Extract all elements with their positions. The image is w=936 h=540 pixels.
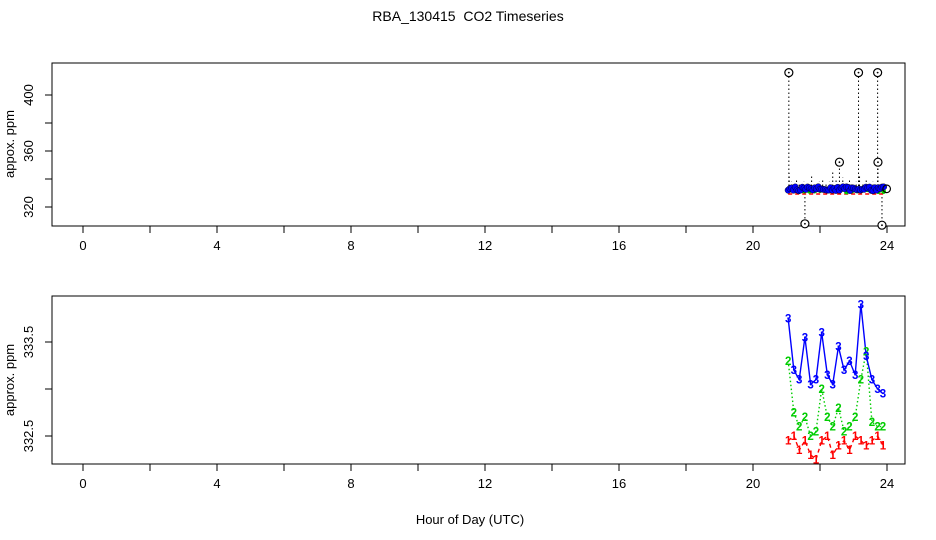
series-3-point-label: 3 <box>852 370 858 382</box>
series-2-point-label: 2 <box>785 356 791 368</box>
y-tick-label: 320 <box>21 196 36 218</box>
series-1-point-label: 1 <box>852 431 859 443</box>
x-axis-title: Hour of Day (UTC) <box>416 512 524 527</box>
y-tick-label: 400 <box>21 84 36 106</box>
series-3-point-label: 3 <box>785 314 791 326</box>
bottom-y-axis-title: approx. ppm <box>2 344 17 416</box>
series-1-point-label: 1 <box>785 436 792 448</box>
x-tick-label: 24 <box>880 238 894 253</box>
series-2-point-label: 2 <box>874 422 880 434</box>
series-3-point-label: 3 <box>818 328 824 340</box>
series-1-point-label: 1 <box>813 455 820 467</box>
series-1-point-label: 1 <box>874 431 881 443</box>
series-2-point-label: 2 <box>852 412 858 424</box>
outlier-point-center <box>838 161 841 164</box>
series-3-point-label: 3 <box>835 342 841 354</box>
series-1-point-label: 1 <box>807 450 814 462</box>
x-tick-label: 12 <box>478 476 492 491</box>
series-2-point-label: 2 <box>863 346 869 358</box>
series-2-point-label: 2 <box>802 412 808 424</box>
series-2-point-label: 2 <box>796 422 802 434</box>
panel-border <box>51 62 906 227</box>
series-3-point-label: 3 <box>880 389 886 401</box>
series-3-point-label: 3 <box>791 365 797 377</box>
outlier-point-center <box>881 224 883 227</box>
series-1-line <box>787 434 884 461</box>
series-1-point-label: 1 <box>858 436 865 448</box>
series-1-point-label: 1 <box>830 450 837 462</box>
series-1-point-label: 1 <box>802 436 809 448</box>
series-2-point-label: 2 <box>830 422 836 434</box>
series-2-point-label: 2 <box>818 384 824 396</box>
series-2-point-label: 2 <box>813 426 819 438</box>
series-2-point-label: 2 <box>869 417 875 429</box>
series-3-point-label: 3 <box>869 375 875 387</box>
x-tick-label: 20 <box>746 238 760 253</box>
series-1-point-label: 1 <box>818 436 825 448</box>
panel-border <box>51 295 906 465</box>
series-3-point-label: 3 <box>846 356 852 368</box>
outlier-point-center <box>857 71 860 74</box>
x-tick-label: 16 <box>612 476 626 491</box>
series-3-line <box>787 304 884 395</box>
x-tick-label: 8 <box>347 238 354 253</box>
x-tick-label: 24 <box>880 476 894 491</box>
y-tick-label: 360 <box>21 140 36 162</box>
series-3-point-label: 3 <box>830 379 836 391</box>
outlier-point-center <box>787 71 790 74</box>
x-tick-label: 20 <box>746 476 760 491</box>
series-2-point-label: 2 <box>791 408 797 420</box>
outlier-point-center <box>877 161 879 164</box>
series-1-point-label: 1 <box>841 436 848 448</box>
y-tick-label: 333.5 <box>21 326 36 359</box>
series-1-point-label: 1 <box>796 445 803 457</box>
x-tick-label: 0 <box>79 476 86 491</box>
series-2-point-label: 2 <box>858 375 864 387</box>
chart-title: RBA_130415 CO2 Timeseries <box>372 8 564 24</box>
series-2-line <box>787 351 883 438</box>
series-1-point-label: 1 <box>824 431 831 443</box>
series-3-point-label: 3 <box>796 375 802 387</box>
series-2-point-label: 2 <box>807 431 813 443</box>
outlier-point-center <box>804 222 806 225</box>
x-tick-label: 4 <box>213 238 220 253</box>
outlier-point-center <box>876 71 879 74</box>
series-1-point-label: 1 <box>835 440 842 452</box>
series-2-point-label: 2 <box>846 422 852 434</box>
series-3-point-label: 3 <box>807 379 813 391</box>
series-3-point-label: 3 <box>824 370 830 382</box>
y-tick-label: 332.5 <box>21 420 36 453</box>
series-3-point-label: 3 <box>802 332 808 344</box>
top-panel: 0 4 8 12 16 20 24 320 360 400 <box>21 62 906 253</box>
series-1-point-label: 1 <box>846 445 853 457</box>
series-2-point-label: 2 <box>880 422 886 434</box>
series-1-point-label: 1 <box>880 440 887 452</box>
x-tick-label: 16 <box>612 238 626 253</box>
series-3-point-label: 3 <box>813 375 819 387</box>
series-3-point-label: 3 <box>841 365 847 377</box>
top-y-axis-title: appox. ppm <box>2 110 17 178</box>
x-tick-label: 0 <box>79 238 86 253</box>
x-tick-label: 8 <box>347 476 354 491</box>
series-1-point-label: 1 <box>863 440 870 452</box>
series-3-point-label: 3 <box>858 299 864 311</box>
series-3-point-label: 3 <box>874 384 880 396</box>
x-tick-label: 4 <box>213 476 220 491</box>
x-tick-label: 12 <box>478 238 492 253</box>
series-2-point-label: 2 <box>835 403 841 415</box>
series-2-point-label: 2 <box>824 412 830 424</box>
series-1-point-label: 1 <box>869 436 876 448</box>
series-1-point-label: 1 <box>791 431 798 443</box>
series-2-point-label: 2 <box>841 426 847 438</box>
cluster-end-marker <box>882 184 892 194</box>
series-3-point-label: 3 <box>863 351 869 363</box>
